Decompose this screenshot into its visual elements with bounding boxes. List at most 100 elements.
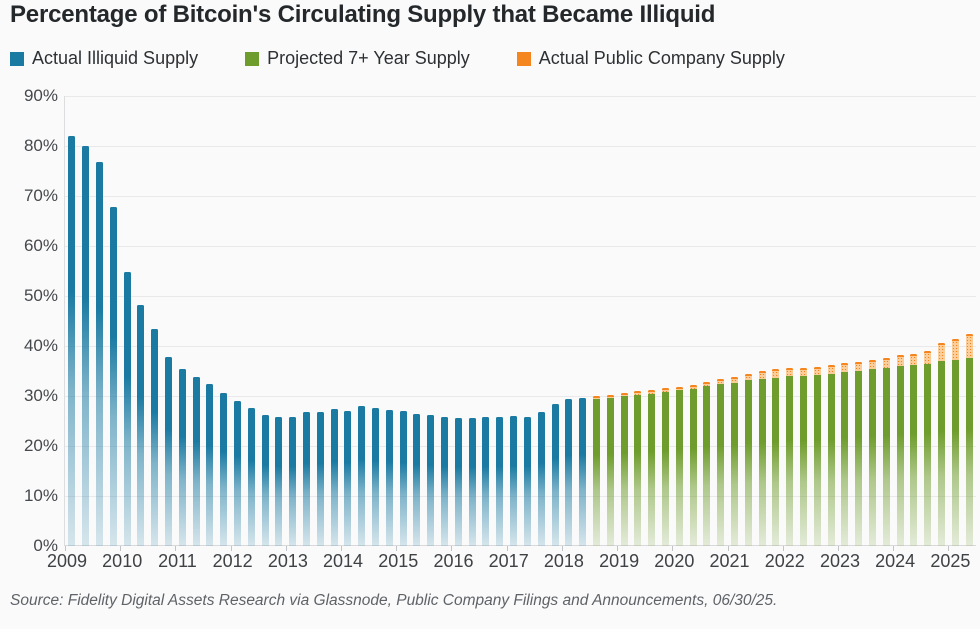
x-axis-label-2017: 2017 — [488, 551, 529, 571]
bar-2023-q4 — [882, 96, 890, 546]
bar-2016-q4 — [496, 96, 504, 546]
segment-public-company — [951, 339, 959, 360]
bar-2012-q1 — [234, 96, 242, 546]
segment-projected-7y — [606, 397, 614, 546]
gridline-80pct — [65, 146, 976, 147]
segment-actual-illiquid — [123, 271, 131, 546]
x-tick-2024 — [893, 546, 895, 551]
x-tick-2016 — [451, 546, 453, 551]
segment-actual-illiquid — [68, 136, 76, 546]
x-tick-2021 — [727, 546, 729, 551]
segment-projected-7y — [896, 366, 904, 546]
segment-public-company — [772, 369, 780, 378]
segment-public-company — [868, 360, 876, 369]
x-axis-label-2018: 2018 — [543, 551, 584, 571]
bar-2024-q4 — [937, 96, 945, 546]
bar-2012-q2 — [247, 96, 255, 546]
segment-public-company — [827, 365, 835, 374]
segment-projected-7y — [827, 374, 835, 546]
bar-2011-q3 — [206, 96, 214, 546]
segment-actual-illiquid — [192, 377, 200, 546]
x-axis-label-2025: 2025 — [930, 551, 971, 571]
bar-2011-q4 — [220, 96, 228, 546]
x-tick-2018 — [561, 546, 563, 551]
segment-public-company — [813, 366, 821, 375]
segment-projected-7y — [786, 376, 794, 546]
segment-projected-7y — [634, 394, 642, 546]
segment-public-company — [744, 374, 752, 380]
legend-label: Actual Illiquid Supply — [32, 48, 199, 68]
segment-public-company — [799, 367, 807, 376]
segment-projected-7y — [813, 375, 821, 546]
segment-actual-illiquid — [247, 407, 255, 546]
segment-actual-illiquid — [234, 401, 242, 546]
x-axis-label-2010: 2010 — [102, 551, 143, 571]
x-tick-2011 — [175, 546, 177, 551]
segment-public-company — [730, 376, 738, 383]
segment-projected-7y — [772, 377, 780, 546]
bar-2016-q2 — [468, 96, 476, 546]
legend-label: Projected 7+ Year Supply — [267, 48, 470, 68]
bar-2009-q4 — [109, 96, 117, 546]
segment-projected-7y — [799, 376, 807, 546]
segment-projected-7y — [910, 365, 918, 546]
y-axis-label-60: 60% — [23, 236, 58, 255]
y-axis-label-20: 20% — [23, 436, 58, 455]
bar-2016-q1 — [454, 96, 462, 546]
x-axis-label-2013: 2013 — [267, 551, 308, 571]
segment-actual-illiquid — [413, 413, 421, 546]
bar-2015-q2 — [413, 96, 421, 546]
x-tick-2014 — [341, 546, 343, 551]
bar-2016-q3 — [482, 96, 490, 546]
y-axis-label-30: 30% — [23, 386, 58, 405]
segment-projected-7y — [937, 361, 945, 546]
gridline-0pct — [65, 545, 976, 546]
bar-2015-q3 — [427, 96, 435, 546]
gridline-30pct — [65, 396, 976, 397]
segment-projected-7y — [703, 386, 711, 546]
bar-2010-q2 — [137, 96, 145, 546]
bar-2021-q2 — [744, 96, 752, 546]
bar-2020-q1 — [675, 96, 683, 546]
segment-actual-illiquid — [454, 417, 462, 546]
segment-public-company — [841, 362, 849, 372]
bar-2009-q3 — [96, 96, 103, 546]
x-tick-2010 — [120, 546, 122, 551]
bar-2022-q4 — [827, 96, 835, 546]
bar-2010-q3 — [151, 96, 159, 546]
gridline-60pct — [65, 246, 976, 247]
bar-2023-q3 — [868, 96, 876, 546]
segment-projected-7y — [661, 391, 669, 546]
bar-2022-q2 — [799, 96, 807, 546]
segment-actual-illiquid — [220, 392, 228, 546]
x-axis-label-2024: 2024 — [875, 551, 916, 571]
bar-2022-q3 — [813, 96, 821, 546]
bar-2018-q2 — [579, 96, 587, 546]
bar-2014-q2 — [358, 96, 366, 546]
segment-projected-7y — [758, 378, 766, 546]
segment-public-company — [855, 361, 863, 371]
segment-public-company — [620, 392, 628, 396]
segment-public-company — [937, 342, 945, 361]
chart-title: Percentage of Bitcoin's Circulating Supp… — [10, 1, 716, 28]
segment-projected-7y — [965, 358, 973, 546]
segment-actual-illiquid — [344, 410, 352, 546]
segment-projected-7y — [951, 359, 959, 546]
bar-2013-q2 — [303, 96, 311, 546]
bar-2019-q4 — [661, 96, 669, 546]
segment-public-company — [717, 379, 725, 384]
segment-actual-illiquid — [165, 356, 173, 546]
y-axis-label-0: 0% — [33, 536, 58, 555]
bar-2018-q1 — [565, 96, 573, 546]
gridline-40pct — [65, 346, 976, 347]
segment-public-company — [592, 395, 600, 399]
segment-actual-illiquid — [330, 409, 338, 546]
segment-actual-illiquid — [109, 207, 117, 546]
bar-2025-q1 — [951, 96, 959, 546]
x-axis-label-2014: 2014 — [323, 551, 364, 571]
segment-actual-illiquid — [96, 162, 103, 546]
bar-2010-q4 — [165, 96, 173, 546]
x-tick-2025 — [948, 546, 950, 551]
legend: Actual Illiquid Supply Projected 7+ Year… — [10, 48, 785, 69]
